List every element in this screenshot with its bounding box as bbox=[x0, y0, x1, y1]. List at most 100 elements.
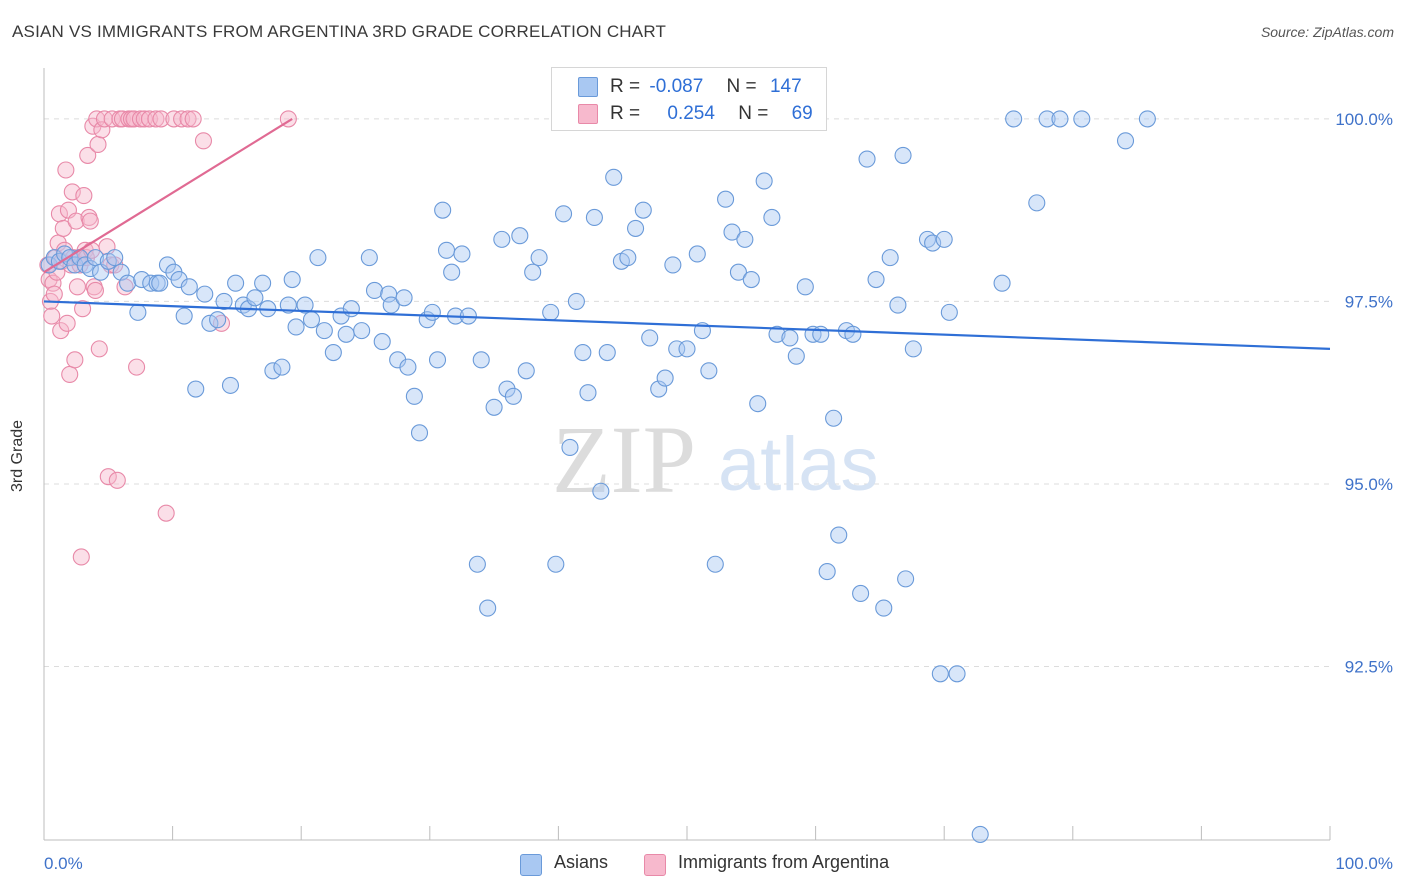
argentina-point bbox=[173, 110, 191, 128]
asian-point bbox=[1005, 110, 1023, 128]
asian-point bbox=[825, 409, 843, 427]
asian-point bbox=[453, 245, 471, 263]
asian-point bbox=[706, 555, 724, 573]
asian-point bbox=[650, 380, 668, 398]
asian-point bbox=[993, 274, 1011, 292]
argentina-point bbox=[184, 110, 202, 128]
asian-point bbox=[511, 227, 529, 245]
asian-point bbox=[1116, 132, 1135, 150]
argentina-point bbox=[157, 504, 175, 522]
asian-point bbox=[781, 329, 799, 347]
asian-point bbox=[309, 249, 327, 267]
asian-point bbox=[1051, 110, 1069, 128]
asian-point bbox=[812, 325, 830, 343]
asian-point bbox=[493, 230, 511, 248]
legend-r-label: R = bbox=[610, 76, 641, 97]
asian-point bbox=[180, 278, 198, 296]
asian-point bbox=[830, 526, 848, 544]
asian-point bbox=[796, 278, 814, 296]
legend-row-asians: R = -0.087 N = 147 bbox=[552, 76, 826, 98]
asian-point bbox=[844, 325, 862, 343]
asian-point bbox=[221, 376, 240, 394]
asian-point bbox=[209, 311, 227, 329]
asian-point bbox=[858, 150, 876, 168]
legend-n-value: 147 bbox=[769, 76, 802, 97]
asian-point bbox=[246, 289, 264, 307]
asian-point bbox=[768, 325, 786, 343]
argentina-point bbox=[57, 161, 75, 179]
asian-point bbox=[619, 249, 637, 267]
asian-point bbox=[971, 825, 989, 843]
argentina-point bbox=[58, 314, 76, 332]
asian-point bbox=[547, 555, 565, 573]
series-argentina-points bbox=[39, 110, 297, 566]
asian-point bbox=[315, 322, 333, 340]
asian-point bbox=[337, 325, 355, 343]
legend-text-asians: R = -0.087 N = 147 bbox=[610, 76, 802, 98]
asian-point bbox=[755, 172, 773, 190]
asian-point bbox=[598, 343, 616, 362]
argentina-point bbox=[99, 468, 117, 486]
legend-row-argentina: R = 0.254 N = 69 bbox=[552, 103, 826, 125]
asian-point bbox=[196, 285, 214, 303]
asian-point bbox=[434, 201, 452, 219]
asian-point bbox=[948, 665, 966, 683]
asian-point bbox=[151, 274, 169, 292]
asian-point bbox=[423, 303, 441, 321]
y-tick-label: 92.5% bbox=[1345, 657, 1393, 676]
argentina-point bbox=[108, 471, 126, 489]
argentina-point bbox=[131, 110, 149, 128]
argentina-point bbox=[68, 278, 86, 296]
asian-point bbox=[283, 270, 301, 289]
argentina-point bbox=[125, 110, 143, 128]
asian-point bbox=[1028, 194, 1046, 212]
asian-point bbox=[279, 296, 297, 314]
chart-title: ASIAN VS IMMIGRANTS FROM ARGENTINA 3RD G… bbox=[12, 22, 667, 41]
asian-point bbox=[530, 249, 548, 267]
asian-point bbox=[592, 482, 610, 500]
watermark: ZIP atlas bbox=[552, 406, 879, 513]
asian-point bbox=[700, 362, 718, 380]
argentina-point bbox=[54, 219, 72, 237]
asian-point bbox=[175, 307, 193, 325]
argentina-point bbox=[81, 212, 99, 230]
asian-point bbox=[904, 340, 922, 358]
tick-labels: 100.0% 97.5% 95.0% 92.5% 0.0% 100.0% bbox=[44, 110, 1393, 873]
asian-point bbox=[867, 270, 885, 289]
axes bbox=[43, 68, 1331, 841]
argentina-point bbox=[135, 110, 153, 128]
argentina-point bbox=[44, 274, 62, 292]
asian-point bbox=[818, 563, 836, 581]
argentina-point bbox=[147, 110, 165, 128]
argentina-trend-line bbox=[43, 117, 293, 274]
asian-point bbox=[897, 570, 915, 588]
argentina-point bbox=[75, 187, 93, 205]
asian-point bbox=[524, 263, 542, 281]
asian-point bbox=[579, 384, 597, 402]
bottom-legend-argentina: Immigrants from Argentina bbox=[644, 852, 944, 876]
asian-point bbox=[405, 387, 423, 405]
bottom-legend-swatch-asians bbox=[520, 854, 542, 876]
asian-point bbox=[472, 351, 490, 369]
asian-point bbox=[443, 263, 461, 281]
argentina-point bbox=[93, 121, 111, 139]
asian-point bbox=[504, 387, 522, 405]
asian-point bbox=[324, 343, 342, 362]
asian-point bbox=[889, 296, 907, 314]
legend-text-argentina: R = 0.254 N = 69 bbox=[610, 103, 813, 125]
asian-point bbox=[215, 292, 233, 310]
asians-trend-line bbox=[43, 300, 1331, 350]
asian-point bbox=[81, 260, 99, 278]
asian-point bbox=[749, 395, 767, 413]
asian-point bbox=[585, 208, 603, 227]
asian-point bbox=[119, 274, 137, 292]
asian-point bbox=[935, 230, 953, 248]
argentina-point bbox=[43, 307, 61, 325]
grid-lines bbox=[44, 118, 1330, 667]
y-tick-label: 100.0% bbox=[1335, 110, 1393, 129]
argentina-point bbox=[74, 300, 92, 318]
argentina-point bbox=[113, 110, 131, 128]
argentina-point bbox=[89, 135, 107, 154]
asian-point bbox=[342, 300, 360, 318]
